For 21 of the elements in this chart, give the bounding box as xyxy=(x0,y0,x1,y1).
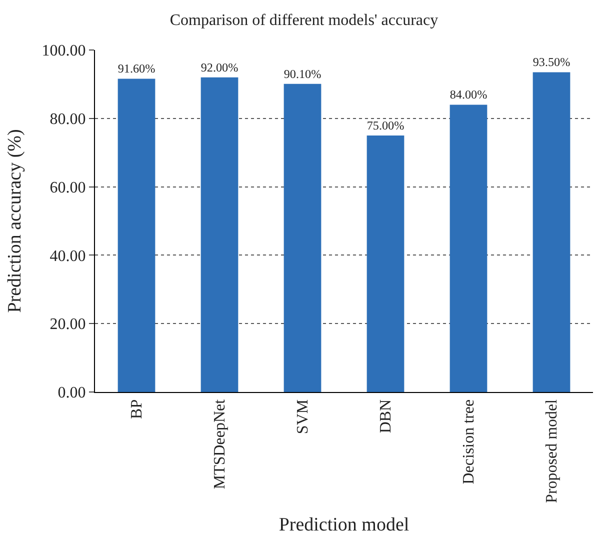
y-tick-label: 80.00 xyxy=(50,111,86,128)
data-label: 91.60% xyxy=(118,62,156,76)
x-tick-label: DBN xyxy=(378,398,395,434)
data-label: 90.10% xyxy=(284,66,322,81)
data-label: 75.00% xyxy=(366,118,404,132)
y-tick-label: 100.00 xyxy=(42,42,86,60)
x-tick-label: Proposed model xyxy=(544,398,561,503)
x-tick-label: BP xyxy=(128,399,146,419)
y-tick-label: 20.00 xyxy=(50,316,86,334)
y-tick-label: 40.00 xyxy=(50,248,86,265)
data-label: 84.00% xyxy=(450,88,488,102)
x-tick-label: MTSDeepNet xyxy=(212,398,229,490)
y-tick-label: 60.00 xyxy=(50,179,86,196)
y-axis-title: Prediction accuracy (%) xyxy=(4,129,26,313)
data-label: 93.50% xyxy=(532,55,570,70)
x-tick-label: Decision tree xyxy=(460,399,478,484)
chart-title: Comparison of different models' accuracy xyxy=(170,12,438,29)
data-label: 92.00% xyxy=(200,60,238,74)
x-axis-title: Prediction model xyxy=(278,514,410,536)
y-tick-label: 0.00 xyxy=(58,384,86,402)
x-tick-label: SVM xyxy=(294,399,312,434)
